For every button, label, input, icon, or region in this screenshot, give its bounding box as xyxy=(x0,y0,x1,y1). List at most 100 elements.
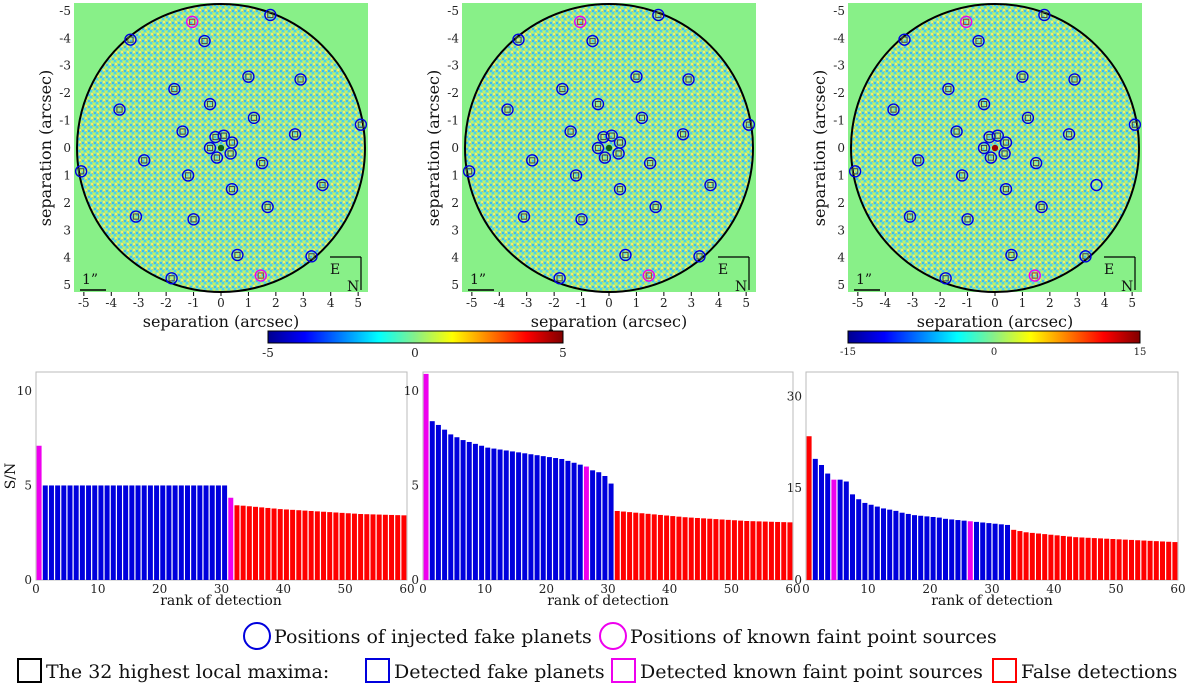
bar xyxy=(831,479,837,580)
bar xyxy=(327,512,333,580)
y-tick-label: 15 xyxy=(787,481,802,495)
x-tick-label: -4 xyxy=(879,296,891,310)
detection-square-marker xyxy=(638,114,646,121)
y-tick-label: 2 xyxy=(451,196,459,210)
fake-planet-position-marker xyxy=(74,165,88,178)
bar xyxy=(744,521,750,580)
y-tick-label: -4 xyxy=(59,31,71,45)
bar xyxy=(664,515,670,580)
detection-square-marker xyxy=(1002,186,1010,193)
bar xyxy=(645,513,651,580)
bar xyxy=(819,464,824,580)
detection-square-marker xyxy=(655,11,662,19)
bar xyxy=(67,485,73,580)
bar xyxy=(620,511,626,580)
bar xyxy=(61,485,67,580)
fake-planet-position-marker xyxy=(742,118,756,131)
bar xyxy=(596,472,602,580)
fake-planet-position-marker xyxy=(704,178,717,192)
detection-square-marker xyxy=(132,213,140,220)
x-tick-label: -1 xyxy=(576,296,588,310)
bar xyxy=(253,506,258,580)
fake-planet-position-marker xyxy=(1068,73,1081,86)
bar xyxy=(265,507,271,580)
bar xyxy=(992,523,998,580)
bar xyxy=(191,485,197,580)
bar xyxy=(553,458,559,580)
compass-north-label: N xyxy=(1121,279,1133,295)
x-tick-label: 1 xyxy=(1019,296,1027,310)
bar xyxy=(296,510,302,580)
bar xyxy=(497,449,503,580)
fake-planet-position-marker xyxy=(1005,248,1018,262)
fake-planet-position-marker xyxy=(517,210,531,223)
detection-square-marker xyxy=(945,85,952,93)
bar xyxy=(905,513,911,580)
bar xyxy=(924,516,930,580)
bar xyxy=(259,507,265,580)
detection-square-marker xyxy=(601,154,608,161)
fake-planet-position-marker xyxy=(848,165,862,178)
x-tick-label: -2 xyxy=(934,296,946,310)
detection-square-marker xyxy=(466,168,473,175)
bar xyxy=(670,516,676,580)
bar xyxy=(466,441,472,580)
fake-planet-position-marker xyxy=(591,141,605,155)
detection-square-marker xyxy=(227,150,234,157)
detection-square-marker xyxy=(679,131,687,138)
detection-square-marker xyxy=(184,172,192,179)
bar xyxy=(781,522,787,580)
bar xyxy=(850,494,855,580)
bar xyxy=(123,485,129,580)
detection-square-marker xyxy=(608,132,615,139)
detection-square-marker xyxy=(1131,121,1138,128)
fake-planet-position-marker xyxy=(1128,118,1142,131)
y-tick-label: 5 xyxy=(63,278,71,292)
fake-planet-position-marker xyxy=(242,70,255,83)
fake-planet-position-marker xyxy=(652,8,665,22)
x-tick-label: 0 xyxy=(605,296,613,310)
fake-planet-position-marker xyxy=(619,248,632,262)
fake-planet-position-marker xyxy=(903,210,917,223)
y-tick-label: 0 xyxy=(794,573,802,587)
residual-map-1: 1” E N -5 -4 -3 -2 -1 0 1 2 3 4 5 -5 -4 -3 -2 -1 0 1 2 3 4 5… xyxy=(36,3,368,331)
detection-square-marker xyxy=(594,101,602,108)
legend-title: The 32 highest local maxima: xyxy=(46,661,329,683)
x-tick-label: 50 xyxy=(1108,582,1123,596)
y-tick-label: 5 xyxy=(837,278,845,292)
bar xyxy=(738,520,744,580)
detection-square-marker xyxy=(250,114,258,121)
legend: Positions of injected fake planets Posit… xyxy=(17,622,1177,683)
fake-planet-position-marker xyxy=(168,82,181,96)
bar xyxy=(1036,533,1041,580)
fake-planet-position-marker xyxy=(591,97,605,111)
fake-planet-position-marker xyxy=(198,34,211,48)
fake-planet-position-marker xyxy=(316,178,329,192)
fake-planet-position-marker xyxy=(972,34,985,48)
fake-planet-position-marker xyxy=(187,213,200,226)
bar xyxy=(516,452,522,580)
bar xyxy=(448,434,454,580)
fake-planet-position-marker xyxy=(1021,111,1035,125)
fake-planet-position-marker xyxy=(575,213,588,226)
colorbar-min-label: -15 xyxy=(840,347,856,358)
bar xyxy=(215,485,221,580)
bar xyxy=(86,485,92,580)
fake-planet-position-marker xyxy=(682,73,695,86)
detection-square-marker xyxy=(116,106,123,113)
bar xyxy=(918,515,924,580)
fake-planet-position-marker xyxy=(288,128,302,141)
known-source-position-marker xyxy=(960,15,973,29)
bar xyxy=(129,485,135,580)
bar xyxy=(868,504,874,580)
detection-square-marker xyxy=(297,76,304,83)
fake-planet-position-marker xyxy=(261,200,274,214)
bar xyxy=(1141,540,1147,580)
y-tick-label: -2 xyxy=(833,86,845,100)
detection-square-marker xyxy=(1071,76,1078,83)
bar xyxy=(395,515,401,580)
legend-item-false-detections: False detections xyxy=(992,658,1177,683)
detection-square-marker xyxy=(168,275,175,282)
colorbar-gradient xyxy=(847,330,1141,344)
bar xyxy=(534,455,540,580)
